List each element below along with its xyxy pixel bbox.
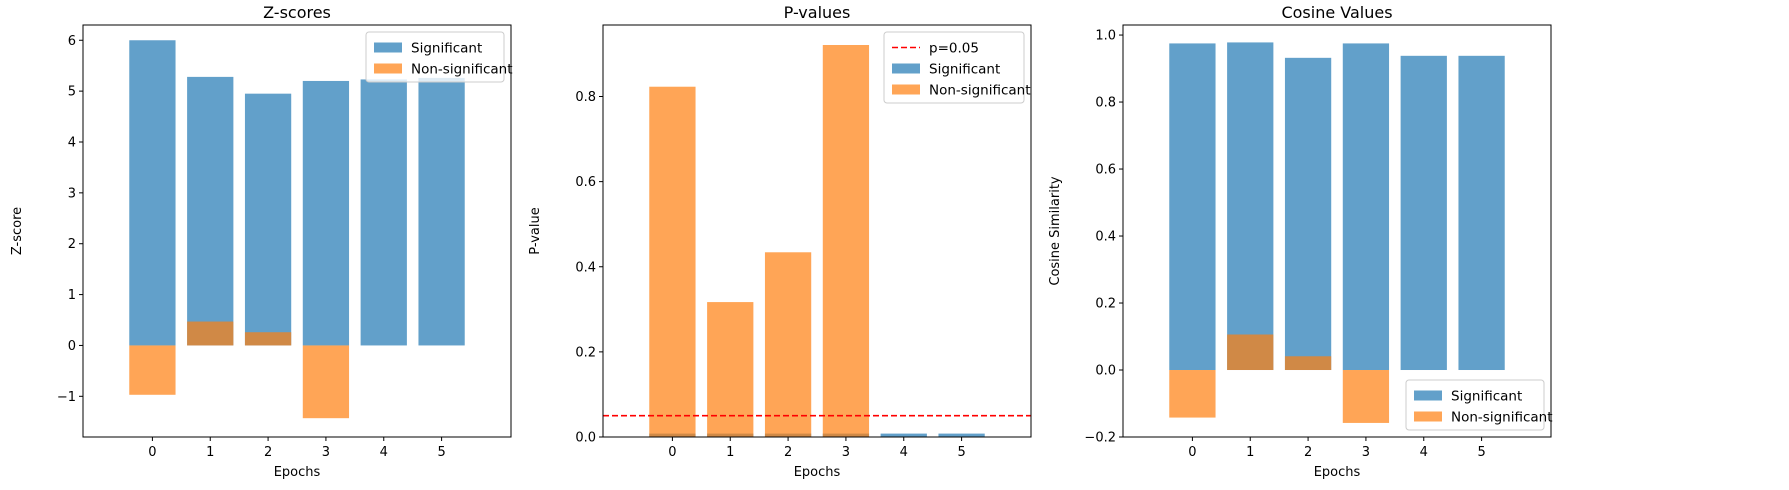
y-tick-label: 2 <box>68 237 76 252</box>
y-tick-label: 3 <box>68 186 76 201</box>
y-tick-label: 1 <box>68 288 76 303</box>
y-axis-label: P-value <box>528 207 543 254</box>
bar-non-significant-epoch-1 <box>707 302 754 437</box>
y-tick-label: 0.8 <box>575 90 596 105</box>
y-tick-label: 0.4 <box>575 260 596 275</box>
bar-non-significant-epoch-3 <box>302 345 350 419</box>
bar-non-significant-epoch-1 <box>187 321 234 346</box>
x-tick-label: 1 <box>1246 445 1254 460</box>
z-scores-panel: −1 0 1 2 3 4 5 6 0 1 2 3 4 5 Z-scores Epochs Z-score Sign… <box>10 3 513 480</box>
legend-swatch-non-significant <box>892 84 920 95</box>
y-tick-label: 0.6 <box>1095 163 1116 178</box>
y-tick-label: 0.6 <box>575 175 596 190</box>
x-axis-label: Epochs <box>794 465 841 480</box>
x-tick-label: 4 <box>380 445 388 460</box>
y-tick-label: 1.0 <box>1095 29 1116 44</box>
x-tick-label: 4 <box>1420 445 1428 460</box>
x-axis-label: Epochs <box>274 465 321 480</box>
bar-significant-epoch-5 <box>938 433 985 437</box>
bar-non-significant-epoch-1 <box>1227 334 1274 371</box>
x-tick-label: 2 <box>784 445 792 460</box>
bar-significant-epoch-5 <box>1458 55 1505 371</box>
bar-significant-epoch-0 <box>129 40 176 346</box>
y-tick-label: 0.2 <box>575 345 596 360</box>
bar-significant-epoch-5 <box>418 77 465 346</box>
x-tick-label: 0 <box>1188 445 1196 460</box>
axes-frame <box>82 24 512 438</box>
legend-swatch-non-significant <box>1414 411 1442 422</box>
x-tick-label: 1 <box>726 445 734 460</box>
p-values-panel: 0.0 0.2 0.4 0.6 0.8 0 1 2 3 4 5 P-values Epochs P-val… <box>528 3 1032 480</box>
y-tick-label: 0.0 <box>1095 364 1116 379</box>
bar-significant-epoch-3 <box>1342 43 1390 371</box>
y-tick-label: 0.4 <box>1095 230 1116 245</box>
bar-non-significant-epoch-3 <box>1342 370 1390 423</box>
bar-significant-epoch-0 <box>1169 43 1216 371</box>
x-tick-label: 2 <box>264 445 272 460</box>
y-tick-label: 0.0 <box>575 431 596 446</box>
bar-significant-epoch-3 <box>302 80 350 346</box>
bar-non-significant-epoch-0 <box>649 86 696 437</box>
bar-non-significant-epoch-0 <box>1169 370 1216 418</box>
bar-significant-epoch-1 <box>1227 42 1274 371</box>
bar-significant-epoch-4 <box>1400 55 1447 371</box>
x-tick-label: 1 <box>206 445 214 460</box>
bar-significant-epoch-1 <box>187 76 234 346</box>
bar-non-significant-epoch-2 <box>244 332 292 346</box>
y-tick-label: −1 <box>57 390 76 405</box>
legend: Significant Non-significant <box>365 31 513 83</box>
bar-significant-epoch-4 <box>360 79 407 346</box>
chart-title: Z-scores <box>263 3 331 22</box>
bar-non-significant-epoch-0 <box>129 345 176 395</box>
axes-frame <box>602 24 1032 438</box>
x-tick-label: 2 <box>1304 445 1312 460</box>
legend-label-significant: Significant <box>411 41 482 57</box>
axes-frame <box>1122 24 1552 438</box>
y-tick-label: 0.8 <box>1095 96 1116 111</box>
bar-significant-epoch-2 <box>1284 57 1332 371</box>
legend-label-threshold: p=0.05 <box>929 41 979 57</box>
y-tick-label: 4 <box>68 135 76 150</box>
y-tick-label: −0.2 <box>1084 431 1116 446</box>
legend-label-non-significant: Non-significant <box>929 83 1031 99</box>
chart-title: P-values <box>784 3 851 22</box>
y-tick-label: 6 <box>68 34 76 49</box>
x-tick-label: 5 <box>1477 445 1485 460</box>
bar-significant-epoch-4 <box>880 433 927 437</box>
y-axis-label: Cosine Similarity <box>1048 176 1063 286</box>
legend-swatch-significant <box>892 63 920 74</box>
x-tick-label: 5 <box>437 445 445 460</box>
legend: p=0.05 Significant Non-significant <box>883 31 1031 104</box>
x-tick-label: 3 <box>1362 445 1370 460</box>
legend-label-significant: Significant <box>1451 389 1522 405</box>
bar-non-significant-epoch-3 <box>822 45 870 438</box>
legend-label-significant: Significant <box>929 62 1000 78</box>
y-tick-label: 0 <box>68 339 76 354</box>
legend-label-non-significant: Non-significant <box>1451 410 1553 426</box>
bar-non-significant-epoch-2 <box>1284 356 1332 371</box>
y-tick-label: 5 <box>68 85 76 100</box>
x-tick-label: 5 <box>957 445 965 460</box>
x-axis-label: Epochs <box>1314 465 1361 480</box>
legend-swatch-non-significant <box>374 63 402 74</box>
bar-significant-epoch-2 <box>244 93 292 346</box>
x-tick-label: 0 <box>668 445 676 460</box>
legend-swatch-significant <box>1414 390 1442 401</box>
x-tick-label: 3 <box>842 445 850 460</box>
bar-non-significant-epoch-2 <box>764 252 812 437</box>
legend-label-non-significant: Non-significant <box>411 62 513 78</box>
y-axis-label: Z-score <box>10 207 25 255</box>
x-tick-label: 4 <box>900 445 908 460</box>
legend: Significant Non-significant <box>1405 379 1553 431</box>
legend-swatch-significant <box>374 42 402 53</box>
x-tick-label: 3 <box>322 445 330 460</box>
y-tick-label: 0.2 <box>1095 297 1116 312</box>
chart-title: Cosine Values <box>1281 3 1392 22</box>
cosine-values-panel: −0.2 0.0 0.2 0.4 0.6 0.8 1.0 0 1 2 3 4 5 Cosine Value… <box>1048 3 1553 480</box>
x-tick-label: 0 <box>148 445 156 460</box>
